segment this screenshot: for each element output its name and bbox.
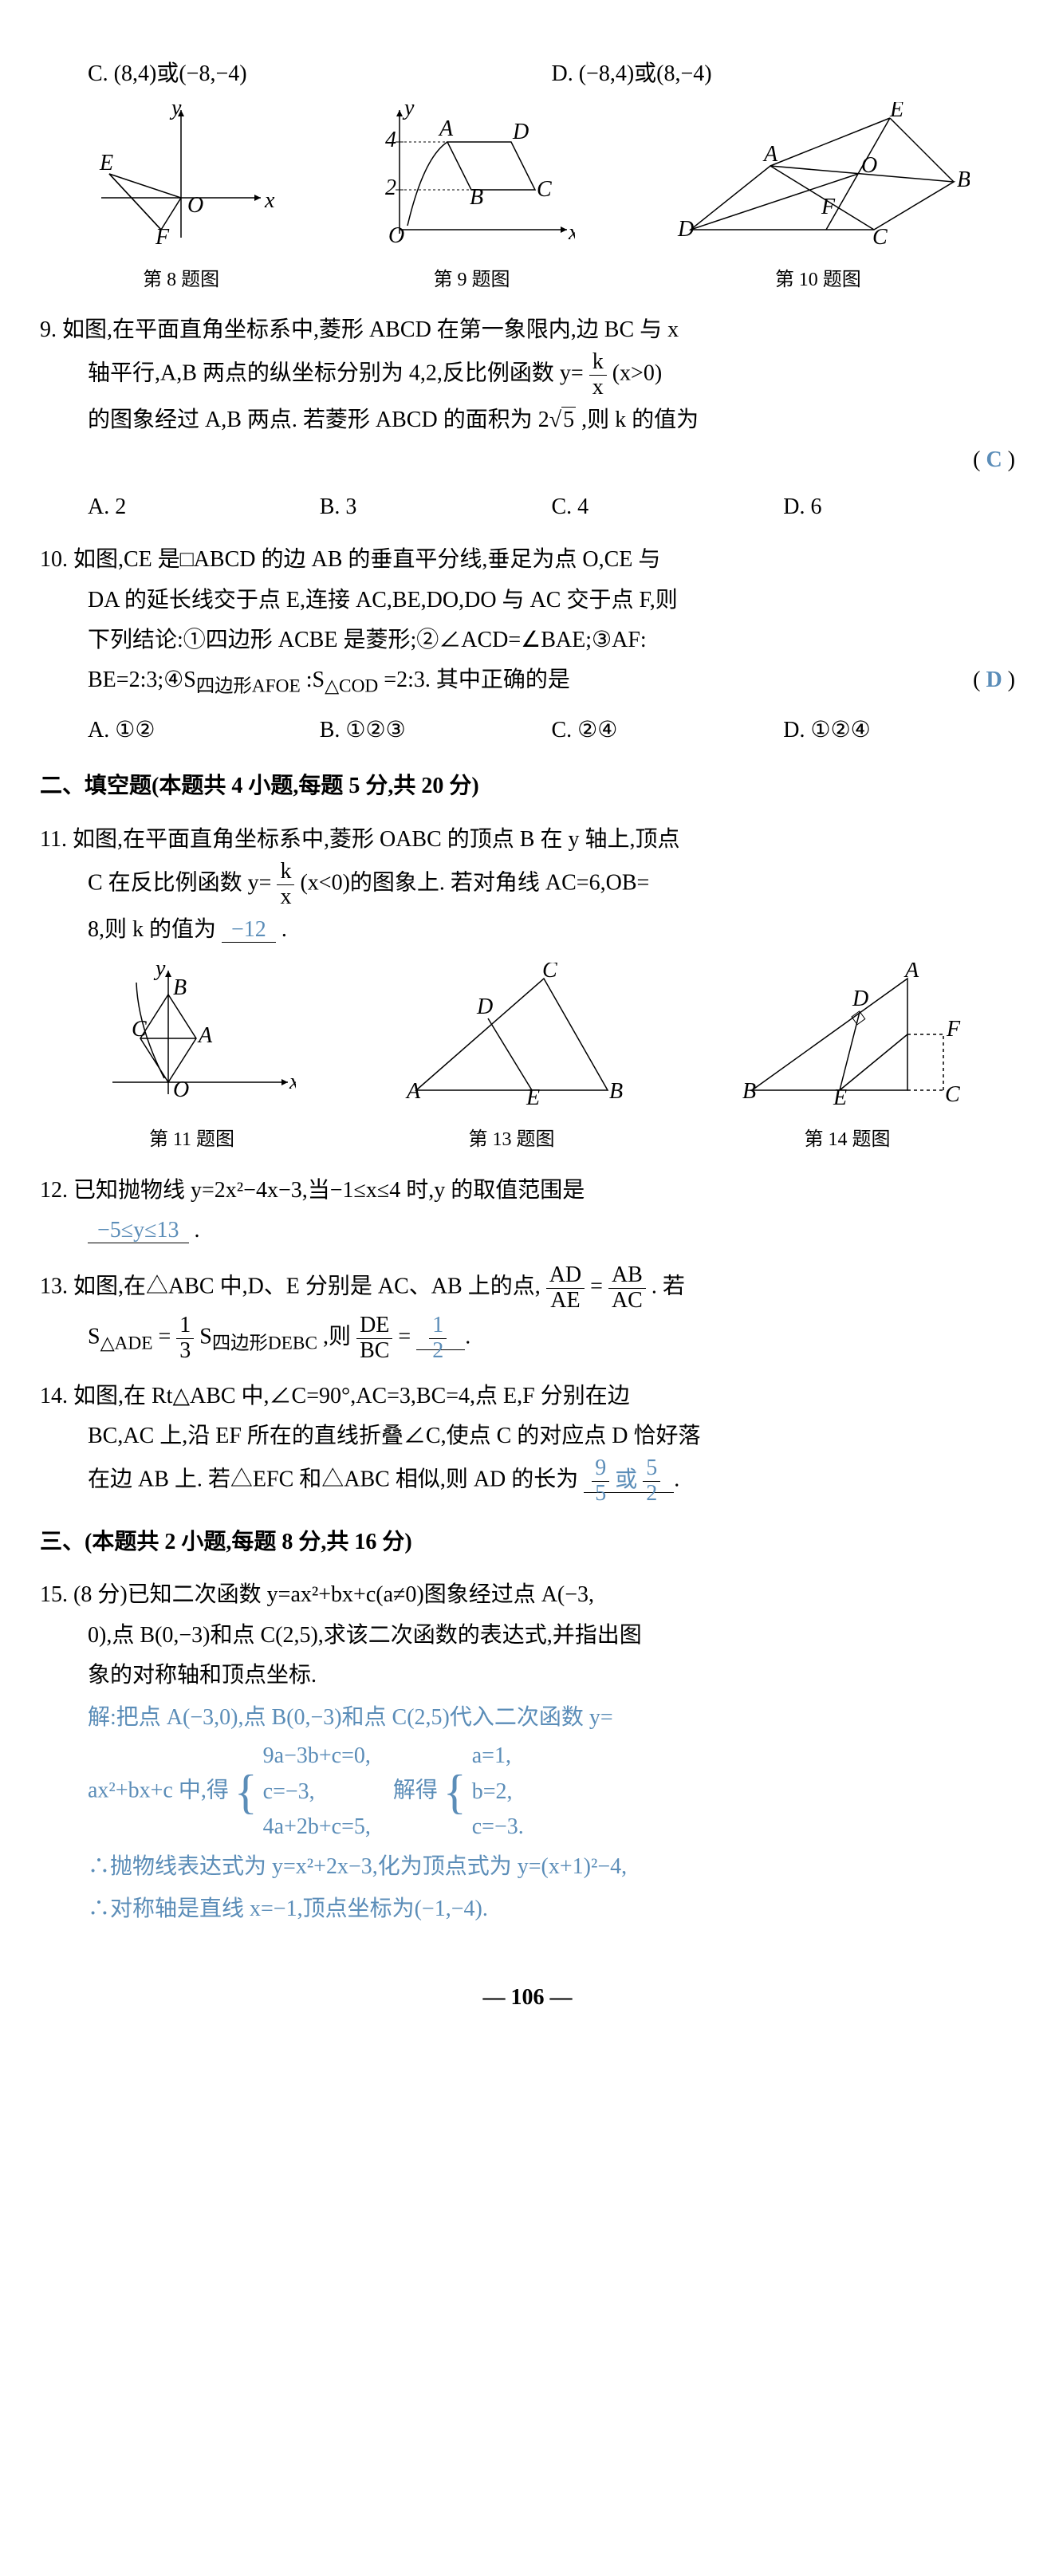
q9-line3a: 的图象经过 A,B 两点. 若菱形 ABCD 的面积为 2 xyxy=(88,408,549,432)
svg-text:B: B xyxy=(470,185,483,210)
figures-row-2: C A B O x y 第 11 题图 A B C D E 第 13 题图 xyxy=(40,963,1015,1158)
question-10: 10. 如图,CE 是□ABCD 的边 AB 的垂直平分线,垂足为点 O,CE … xyxy=(40,540,1015,750)
svg-text:y: y xyxy=(169,102,182,120)
svg-text:C: C xyxy=(537,177,552,202)
fig13-label: 第 13 题图 xyxy=(392,1123,632,1157)
fig10-label: 第 10 题图 xyxy=(667,263,970,297)
figure-13: A B C D E 第 13 题图 xyxy=(392,963,632,1158)
figure-9: 4 2 A D B C O x y 第 9 题图 xyxy=(368,102,575,297)
svg-text:A: A xyxy=(197,1023,213,1048)
svg-text:F: F xyxy=(821,195,836,219)
svg-text:C: C xyxy=(872,225,888,246)
svg-text:E: E xyxy=(889,102,903,122)
svg-text:O: O xyxy=(173,1077,189,1102)
svg-text:B: B xyxy=(957,167,970,192)
svg-text:O: O xyxy=(187,193,203,218)
svg-text:D: D xyxy=(476,995,493,1019)
figure-14: B A C D E F 第 14 题图 xyxy=(728,963,967,1158)
svg-text:O: O xyxy=(388,223,404,246)
svg-text:A: A xyxy=(438,116,454,141)
q11-num: 11. xyxy=(40,827,67,852)
q12-num: 12. xyxy=(40,1178,68,1203)
section-3-title: 三、(本题共 2 小题,每题 8 分,共 16 分) xyxy=(40,1522,1015,1562)
svg-text:C: C xyxy=(945,1082,960,1106)
svg-text:y: y xyxy=(402,102,415,120)
q12-answer: −5≤y≤13 xyxy=(88,1218,189,1243)
svg-text:2: 2 xyxy=(385,175,396,200)
top-options: C. (8,4)或(−8,−4) D. (−8,4)或(8,−4) xyxy=(40,54,1015,94)
figure-10: A B C D E F O 第 10 题图 xyxy=(667,102,970,297)
svg-text:A: A xyxy=(405,1079,421,1104)
q15-num: 15. xyxy=(40,1582,68,1607)
q10-answer: D xyxy=(986,668,1002,692)
q14-answer: 95 或 52 xyxy=(584,1467,674,1493)
q13-num: 13. xyxy=(40,1274,68,1299)
option-c: C. (8,4)或(−8,−4) xyxy=(88,54,552,94)
q15-solution: 解:把点 A(−3,0),点 B(0,−3)和点 C(2,5)代入二次函数 y=… xyxy=(88,1696,1015,1931)
svg-text:D: D xyxy=(512,120,529,144)
q10-line2: DA 的延长线交于点 E,连接 AC,BE,DO,DO 与 AC 交于点 F,则 xyxy=(40,581,1015,620)
svg-text:A: A xyxy=(903,963,919,983)
q10-line1: 如图,CE 是□ABCD 的边 AB 的垂直平分线,垂足为点 O,CE 与 xyxy=(73,547,660,572)
svg-text:F: F xyxy=(155,225,170,246)
q10-options: A. ①② B. ①②③ C. ②④ D. ①②④ xyxy=(40,711,1015,750)
q9-options: A. 2 B. 3 C. 4 D. 6 xyxy=(40,487,1015,527)
svg-text:O: O xyxy=(861,153,877,178)
svg-text:C: C xyxy=(542,963,557,983)
fig8-svg: E F O x y xyxy=(85,102,277,246)
section-2-title: 二、填空题(本题共 4 小题,每题 5 分,共 20 分) xyxy=(40,766,1015,806)
fig9-svg: 4 2 A D B C O x y xyxy=(368,102,575,246)
svg-text:E: E xyxy=(833,1085,847,1106)
q14-num: 14. xyxy=(40,1384,68,1408)
fig11-label: 第 11 题图 xyxy=(89,1123,296,1157)
q9-num: 9. xyxy=(40,317,57,342)
fig9-label: 第 9 题图 xyxy=(368,263,575,297)
svg-text:D: D xyxy=(852,987,868,1011)
svg-text:A: A xyxy=(762,142,778,167)
question-9: 9. 如图,在平面直角坐标系中,菱形 ABCD 在第一象限内,边 BC 与 x … xyxy=(40,310,1015,527)
q12-line1: 已知抛物线 y=2x²−4x−3,当−1≤x≤4 时,y 的取值范围是 xyxy=(73,1178,585,1203)
svg-text:x: x xyxy=(289,1069,296,1094)
fig14-label: 第 14 题图 xyxy=(728,1123,967,1157)
question-14: 14. 如图,在 Rt△ABC 中,∠C=90°,AC=3,BC=4,点 E,F… xyxy=(40,1377,1015,1507)
svg-text:B: B xyxy=(173,975,187,1000)
svg-text:4: 4 xyxy=(385,128,396,152)
svg-text:D: D xyxy=(677,217,694,242)
svg-text:y: y xyxy=(153,963,166,981)
q10-num: 10. xyxy=(40,547,68,572)
figures-row-1: E F O x y 第 8 题图 4 2 A D B C O x xyxy=(40,102,1015,297)
question-13: 13. 如图,在△ABC 中,D、E 分别是 AC、AB 上的点, ADAE =… xyxy=(40,1263,1015,1363)
page-number: — 106 — xyxy=(40,1978,1015,2018)
svg-text:x: x xyxy=(264,188,275,213)
svg-text:E: E xyxy=(526,1085,540,1106)
q9-line2a: 轴平行,A,B 两点的纵坐标分别为 4,2,反比例函数 y= xyxy=(88,361,584,386)
fig14-svg: B A C D E F xyxy=(728,963,967,1106)
question-15: 15. (8 分)已知二次函数 y=ax²+bx+c(a≠0)图象经过点 A(−… xyxy=(40,1575,1015,1930)
figure-11: C A B O x y 第 11 题图 xyxy=(89,963,296,1158)
q10-line3: 下列结论:①四边形 ACBE 是菱形;②∠ACD=∠BAE;③AF: xyxy=(40,620,1015,660)
q9-answer: C xyxy=(986,447,1002,472)
q13-answer: 12 xyxy=(429,1314,447,1364)
q11-answer: −12 xyxy=(222,917,276,943)
q9-line1: 如图,在平面直角坐标系中,菱形 ABCD 在第一象限内,边 BC 与 x xyxy=(62,317,679,342)
fig8-label: 第 8 题图 xyxy=(85,263,277,297)
q11-line1: 如图,在平面直角坐标系中,菱形 OABC 的顶点 B 在 y 轴上,顶点 xyxy=(73,827,679,852)
svg-text:B: B xyxy=(742,1079,756,1104)
svg-text:x: x xyxy=(568,220,575,245)
fig11-svg: C A B O x y xyxy=(89,963,296,1106)
q11-frac: kx xyxy=(277,860,294,910)
question-12: 12. 已知抛物线 y=2x²−4x−3,当−1≤x≤4 时,y 的取值范围是 … xyxy=(40,1171,1015,1251)
fig13-svg: A B C D E xyxy=(392,963,632,1106)
figure-8: E F O x y 第 8 题图 xyxy=(85,102,277,297)
svg-text:C: C xyxy=(132,1017,147,1042)
q9-frac: kx xyxy=(589,350,607,400)
q9-line2b: (x>0) xyxy=(612,361,662,386)
svg-text:B: B xyxy=(609,1079,623,1104)
svg-text:F: F xyxy=(946,1017,961,1042)
option-d: D. (−8,4)或(8,−4) xyxy=(552,54,1016,94)
fig10-svg: A B C D E F O xyxy=(667,102,970,246)
q9-line3b: ,则 k 的值为 xyxy=(581,408,699,432)
question-11: 11. 如图,在平面直角坐标系中,菱形 OABC 的顶点 B 在 y 轴上,顶点… xyxy=(40,820,1015,950)
svg-text:E: E xyxy=(99,151,113,175)
